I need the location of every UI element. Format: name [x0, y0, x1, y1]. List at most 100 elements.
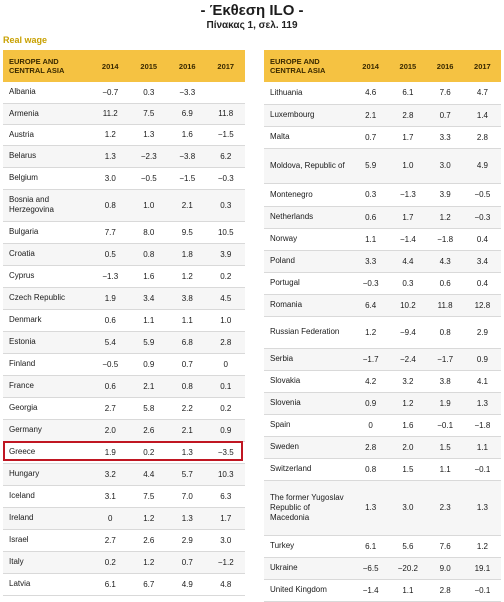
value-cell: −3.5 [206, 441, 245, 464]
table-row: Netherlands 0.6 1.7 1.2 −0.3 [264, 206, 501, 229]
page-title: - Έκθεση ILO - [200, 2, 304, 19]
table-row: Ireland 0 1.2 1.3 1.7 [3, 507, 245, 530]
value-cell: −9.4 [389, 316, 427, 349]
value-cell: 0.8 [168, 375, 207, 398]
table-row: Estonia 5.4 5.9 6.8 2.8 [3, 331, 245, 354]
value-cell: 0 [206, 353, 245, 376]
value-cell: 1.3 [129, 124, 168, 146]
country-cell: Belgium [3, 167, 91, 190]
country-cell: France [3, 375, 91, 398]
country-cell: Norway [264, 228, 352, 251]
country-cell: Slovakia [264, 370, 352, 393]
value-cell: 1.9 [91, 287, 130, 310]
value-cell: −2.4 [389, 348, 427, 371]
value-cell: 2.3 [426, 480, 464, 536]
value-cell: −1.5 [206, 124, 245, 146]
value-cell: 0.2 [206, 265, 245, 288]
value-cell: 3.3 [426, 126, 464, 149]
value-cell: −0.3 [352, 272, 390, 295]
value-cell: 1.3 [352, 480, 390, 536]
value-cell: 3.0 [389, 480, 427, 536]
value-cell: 1.2 [91, 124, 130, 146]
table-row: Israel 2.7 2.6 2.9 3.0 [3, 529, 245, 552]
country-cell: Finland [3, 353, 91, 376]
value-cell: 4.9 [168, 573, 207, 596]
country-cell: Germany [3, 419, 91, 442]
value-cell: −1.4 [389, 228, 427, 251]
value-cell: −0.5 [91, 353, 130, 376]
value-cell: 1.3 [91, 145, 130, 168]
value-cell: 0.7 [168, 353, 207, 376]
value-cell: 1.1 [389, 579, 427, 602]
value-cell: 7.5 [129, 103, 168, 125]
value-cell: 6.4 [352, 294, 390, 317]
table-row: Finland −0.5 0.9 0.7 0 [3, 353, 245, 376]
value-cell: 3.4 [129, 287, 168, 310]
value-cell: 2.8 [206, 331, 245, 354]
value-cell: 0.5 [91, 243, 130, 266]
value-cell: 3.2 [389, 370, 427, 393]
table-row: Hungary 3.2 4.4 5.7 10.3 [3, 463, 245, 486]
table-row: Russian Federation 1.2 −9.4 0.8 2.9 [264, 316, 501, 349]
value-cell: −3.8 [168, 145, 207, 168]
value-cell: 0.7 [426, 104, 464, 127]
value-cell: 10.5 [206, 221, 245, 244]
value-cell: 6.9 [168, 103, 207, 125]
value-cell: 1.9 [426, 392, 464, 415]
value-cell: 6.2 [206, 145, 245, 168]
value-cell: 9.0 [426, 557, 464, 580]
table-row: Italy 0.2 1.2 0.7 −1.2 [3, 551, 245, 574]
value-cell: 0.2 [91, 551, 130, 574]
country-cell: Switzerland [264, 458, 352, 481]
value-cell: 3.2 [91, 463, 130, 486]
table-header-row: EUROPE AND CENTRAL ASIA 2014 2015 2016 2… [264, 50, 501, 82]
value-cell: 4.6 [352, 82, 390, 105]
table-row: Iceland 3.1 7.5 7.0 6.3 [3, 485, 245, 508]
value-cell: 1.2 [389, 392, 427, 415]
country-cell: Czech Republic [3, 287, 91, 310]
value-cell: 1.2 [352, 316, 390, 349]
value-cell: 0.9 [352, 392, 390, 415]
country-cell: Lithuania [264, 82, 352, 105]
year-header: 2014 [91, 50, 130, 82]
value-cell: 6.3 [206, 485, 245, 508]
country-cell: Denmark [3, 309, 91, 332]
year-header: 2017 [206, 50, 245, 82]
value-cell: 2.8 [426, 579, 464, 602]
value-cell: 9.5 [168, 221, 207, 244]
country-cell: United Kingdom [264, 579, 352, 602]
value-cell: 2.7 [91, 397, 130, 420]
value-cell: 1.2 [129, 507, 168, 530]
value-cell: 2.6 [129, 529, 168, 552]
table-row: Norway 1.1 −1.4 −1.8 0.4 [264, 228, 501, 251]
value-cell: 2.1 [352, 104, 390, 127]
value-cell: 6.7 [129, 573, 168, 596]
country-cell: Malta [264, 126, 352, 149]
value-cell: 0.3 [206, 189, 245, 222]
value-cell: 2.1 [168, 419, 207, 442]
country-cell: Belarus [3, 145, 91, 168]
year-header: 2016 [426, 50, 464, 82]
value-cell: 0.7 [168, 551, 207, 574]
value-cell: 0.2 [129, 441, 168, 464]
value-cell: 2.8 [463, 126, 501, 149]
value-cell: 0.3 [129, 82, 168, 104]
right-wage-table: EUROPE AND CENTRAL ASIA 2014 2015 2016 2… [264, 50, 501, 602]
value-cell: 4.1 [463, 370, 501, 393]
value-cell: 1.3 [463, 392, 501, 415]
value-cell: 2.2 [168, 397, 207, 420]
value-cell: −1.3 [91, 265, 130, 288]
value-cell: 1.1 [463, 436, 501, 459]
greece-highlight-box [3, 441, 243, 461]
value-cell: 1.1 [352, 228, 390, 251]
value-cell: −0.5 [463, 183, 501, 207]
value-cell: 1.7 [389, 206, 427, 229]
table-row: Switzerland 0.8 1.5 1.1 −0.1 [264, 458, 501, 481]
value-cell: 1.2 [463, 535, 501, 558]
country-cell: Croatia [3, 243, 91, 266]
value-cell: 0.6 [352, 206, 390, 229]
value-cell: 3.8 [168, 287, 207, 310]
value-cell: 1.5 [389, 458, 427, 481]
value-cell: 8.0 [129, 221, 168, 244]
value-cell: 4.9 [463, 148, 501, 184]
